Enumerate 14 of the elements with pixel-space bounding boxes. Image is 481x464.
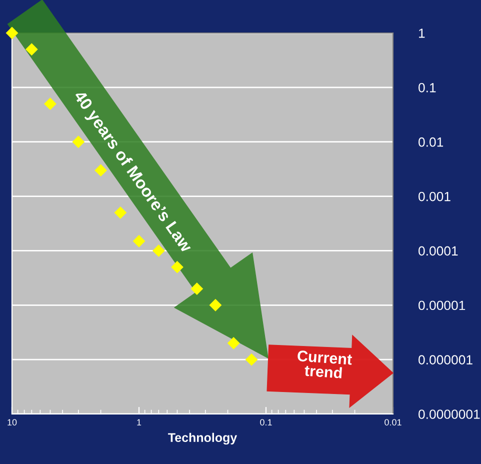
y-tick-label: 0.0000001: [418, 410, 480, 419]
x-tick-label: 0.01: [384, 419, 402, 426]
annotation: Current trend: [297, 350, 352, 378]
x-tick-label: 10: [8, 419, 17, 426]
x-tick-label: 0.1: [260, 419, 272, 426]
x-axis-title: Technology: [168, 432, 238, 445]
y-tick-label: 0.1: [418, 82, 436, 92]
y-tick-label: 0.01: [418, 137, 444, 147]
y-tick-label: 1: [419, 28, 425, 38]
y-tick-label: 0.001: [418, 192, 450, 202]
y-tick-label: 0.00001: [418, 300, 466, 310]
y-tick-label: 0.000001: [418, 355, 472, 364]
x-tick-label: 1: [137, 419, 142, 426]
y-tick-label: 0.0001: [418, 246, 458, 256]
